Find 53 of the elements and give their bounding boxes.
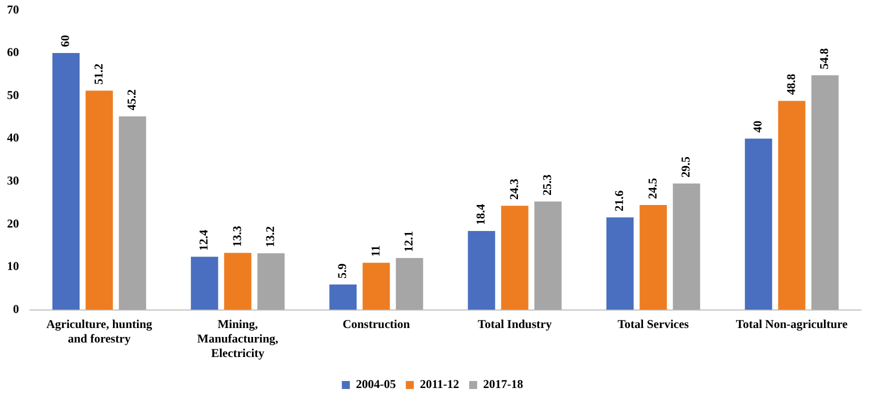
bar: [86, 90, 113, 310]
data-label: 13.2: [263, 226, 278, 248]
data-label: 29.5: [678, 156, 693, 178]
y-tick-label: 50: [7, 88, 19, 102]
data-label: 13.3: [230, 226, 244, 247]
data-label: 25.3: [540, 174, 554, 196]
bar: [190, 256, 218, 310]
bar: [329, 284, 357, 310]
bar: [534, 202, 562, 310]
y-tick-label: 0: [13, 302, 19, 316]
data-label: 51.2: [91, 64, 106, 85]
data-label: 45.2: [124, 89, 139, 110]
legend-label: 2011-12: [420, 377, 460, 392]
bar: [640, 204, 667, 310]
bar: [224, 252, 252, 310]
y-tick-label: 60: [7, 45, 19, 60]
data-label: 12.4: [196, 230, 211, 251]
data-label: 5.9: [335, 264, 350, 279]
x-tick-label: Agriculture, hunting and forestry: [46, 317, 152, 346]
data-label: 11: [368, 245, 382, 257]
legend-label: 2017-18: [483, 377, 524, 392]
x-tick-label: Mining, Manufacturing, Electricity: [197, 317, 278, 360]
x-tick-label: Total Services: [618, 317, 690, 332]
data-label: 54.8: [817, 48, 832, 70]
bar: [501, 206, 528, 310]
data-label: 40: [750, 120, 765, 133]
legend-label: 2004-05: [356, 377, 396, 392]
y-tick-label: 10: [7, 259, 19, 274]
data-label: 24.5: [645, 178, 660, 199]
bar: [606, 217, 634, 310]
bar: [778, 100, 806, 310]
data-label: 48.8: [784, 74, 798, 95]
data-label: 18.4: [474, 204, 488, 226]
x-tick-label: Total Industry: [478, 317, 552, 332]
bar: [118, 116, 146, 310]
bar: [811, 75, 839, 310]
x-tick-label: Construction: [342, 317, 410, 332]
bar: [396, 258, 424, 310]
x-tick-label: Total Non-agriculture: [736, 317, 848, 332]
bar: [362, 262, 390, 310]
y-tick-label: 30: [7, 173, 19, 188]
data-label: 12.1: [402, 231, 416, 252]
data-label: 60: [58, 35, 72, 47]
bar: [52, 53, 80, 310]
y-tick-label: 40: [7, 130, 19, 145]
bar: [672, 184, 700, 310]
bar: [744, 138, 772, 310]
bar: [257, 253, 285, 310]
y-tick-label: 20: [7, 216, 19, 230]
y-tick-label: 70: [7, 2, 19, 16]
bar: [468, 231, 496, 310]
data-label: 24.3: [506, 178, 521, 200]
data-label: 21.6: [612, 190, 626, 212]
